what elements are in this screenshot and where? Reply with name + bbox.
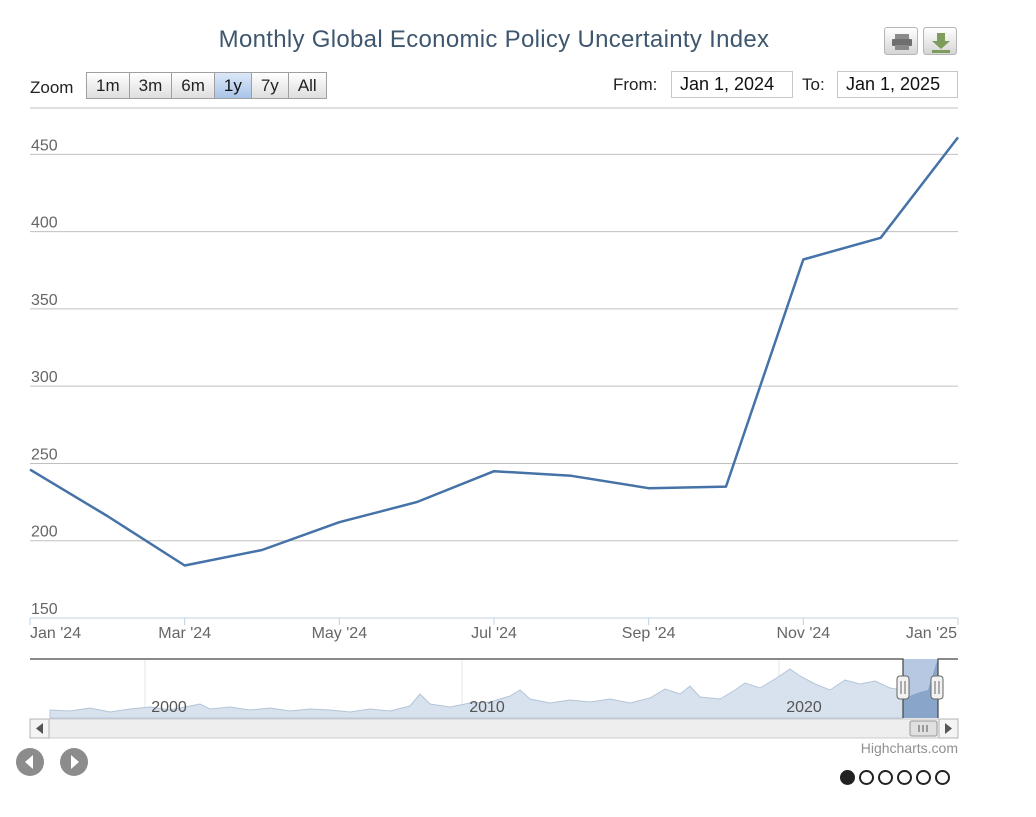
y-tick-label: 350 <box>31 292 58 309</box>
y-gridlines <box>30 153 958 542</box>
carousel-dot[interactable] <box>859 770 874 785</box>
printer-icon <box>892 34 912 50</box>
zoom-label: Zoom <box>30 78 74 97</box>
series-line <box>29 136 959 567</box>
carousel-dot[interactable] <box>878 770 893 785</box>
download-button[interactable] <box>923 27 957 55</box>
carousel-dots <box>840 770 950 785</box>
y-tick-label: 150 <box>31 601 58 618</box>
navigator-selected-range[interactable] <box>903 659 938 718</box>
x-tick-label: Mar '24 <box>158 625 211 642</box>
navigator-selected-series <box>903 660 938 718</box>
navigator: 2000 2010 2020 <box>30 658 958 719</box>
navigator-series-area <box>49 668 904 719</box>
x-tick-label: May '24 <box>312 625 368 642</box>
from-label: From: <box>613 75 658 94</box>
y-tick-label: 200 <box>31 524 58 541</box>
zoom-3m-button[interactable]: 3m <box>129 73 173 98</box>
carousel-dot[interactable] <box>840 770 855 785</box>
scrollbar-thumb[interactable] <box>909 720 938 737</box>
scroll-right-arrow-icon <box>945 723 952 734</box>
zoom-all-button[interactable]: All <box>288 73 326 98</box>
scrollbar[interactable] <box>29 718 959 739</box>
y-tick-label: 250 <box>31 446 58 463</box>
next-arrow-icon[interactable] <box>60 748 88 776</box>
zoom-7y-button[interactable]: 7y <box>251 73 289 98</box>
x-tick-label: Sep '24 <box>622 625 676 642</box>
x-tick-label: Nov '24 <box>776 625 830 642</box>
y-tick-label: 300 <box>31 369 58 386</box>
carousel-dot[interactable] <box>897 770 912 785</box>
navigator-label-2010: 2010 <box>469 699 505 716</box>
download-icon <box>932 33 950 53</box>
navigator-left-handle[interactable] <box>896 675 910 700</box>
navigator-label-2020: 2020 <box>786 699 822 716</box>
zoom-button-group: 1m 3m 6m 1y 7y All <box>86 72 327 99</box>
print-button[interactable] <box>884 27 918 55</box>
scroll-left-button[interactable] <box>29 718 50 739</box>
scrollbar-track[interactable] <box>29 718 959 739</box>
x-axis-labels: Jan '24 Mar '24 May '24 Jul '24 Sep '24 Nov '… <box>30 625 957 642</box>
from-date-input[interactable]: Jan 1, 2024 <box>671 71 793 98</box>
x-tick-label: Jul '24 <box>471 625 517 642</box>
scroll-left-arrow-icon <box>36 723 43 734</box>
x-axis-ticks <box>29 618 959 625</box>
highcharts-credits[interactable]: Highcharts.com <box>860 740 958 756</box>
prev-arrow-icon[interactable] <box>16 748 44 776</box>
navigator-label-2000: 2000 <box>151 699 187 716</box>
chart-title: Monthly Global Economic Policy Uncertain… <box>218 26 770 53</box>
zoom-6m-button[interactable]: 6m <box>172 73 215 98</box>
carousel-dot[interactable] <box>916 770 931 785</box>
x-tick-label: Jan '25 <box>906 625 957 642</box>
y-tick-label: 400 <box>31 215 58 232</box>
y-axis-labels: 150 200 250 300 350 400 450 <box>31 137 58 618</box>
navigator-right-handle[interactable] <box>930 675 944 700</box>
carousel-dot[interactable] <box>935 770 950 785</box>
zoom-1y-button[interactable]: 1y <box>214 73 252 98</box>
navigator-outline <box>30 658 958 718</box>
x-tick-label: Jan '24 <box>30 625 81 642</box>
zoom-1m-button[interactable]: 1m <box>87 73 130 98</box>
scroll-right-button[interactable] <box>938 718 959 739</box>
y-tick-label: 450 <box>31 137 58 154</box>
to-date-input[interactable]: Jan 1, 2025 <box>837 71 958 98</box>
to-label: To: <box>802 75 825 94</box>
